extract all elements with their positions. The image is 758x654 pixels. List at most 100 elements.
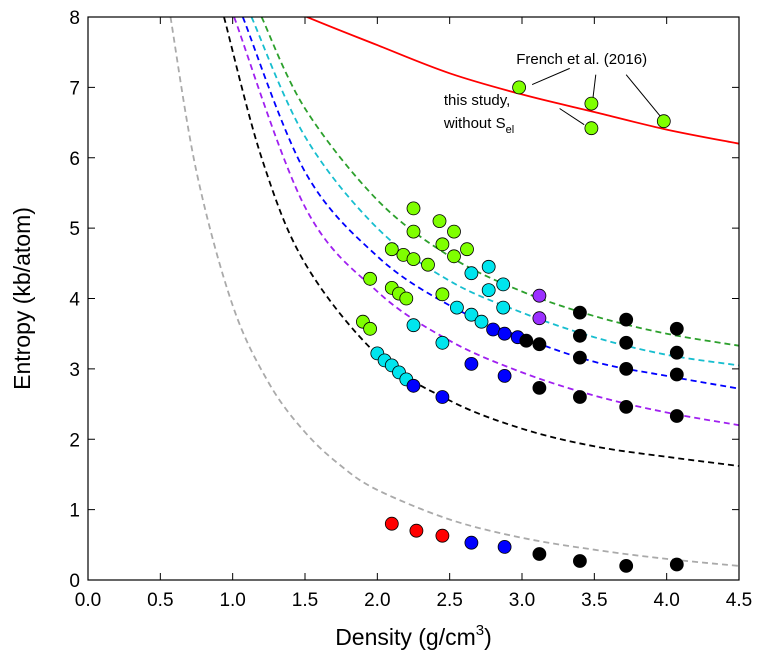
curve-5 — [223, 17, 739, 467]
data-point-3-0 — [406, 378, 421, 393]
plot-frame — [87, 16, 740, 581]
data-point-3-1 — [435, 390, 450, 404]
data-point-0-11 — [421, 257, 435, 272]
data-point-6-3 — [532, 547, 547, 561]
data-point-1-3 — [656, 114, 671, 129]
annotation-without-sel: without Sel — [443, 115, 514, 136]
x-tick-label-8: 4.0 — [653, 590, 679, 611]
data-point-6-4 — [573, 305, 587, 320]
y-tick-label-6: 6 — [69, 149, 80, 170]
annotation-line-2 — [625, 74, 662, 118]
data-point-3-5 — [497, 326, 512, 341]
data-point-1-1 — [584, 96, 599, 111]
data-point-0-10 — [406, 201, 421, 216]
annotation-line-3 — [559, 108, 585, 126]
data-point-4-1 — [532, 311, 547, 326]
annotation-this-study: this study, — [444, 92, 510, 109]
x-axis-label-superscript: 3 — [476, 622, 484, 639]
x-axis-label-main: Density (g/cm — [335, 624, 476, 650]
data-point-6-7 — [573, 390, 587, 404]
x-axis-label: Density (g/cm3) — [335, 622, 492, 650]
x-tick-label-6: 3.0 — [509, 590, 535, 611]
x-axis-label-end: ) — [484, 624, 492, 650]
data-point-4-0 — [532, 288, 547, 303]
curve-6 — [169, 17, 739, 567]
y-tick-label-7: 7 — [69, 78, 80, 99]
y-tick-label-5: 5 — [69, 219, 80, 240]
data-point-6-9 — [619, 312, 634, 327]
annotation-french: French et al. (2016) — [516, 51, 647, 68]
data-point-1-0 — [512, 80, 526, 95]
data-point-2-13 — [496, 300, 511, 315]
data-point-1-2 — [584, 121, 599, 136]
data-point-0-13 — [435, 237, 450, 252]
data-point-0-2 — [363, 271, 378, 286]
x-tick-label-0: 0.0 — [75, 590, 101, 611]
data-point-3-4 — [486, 322, 501, 337]
curve-2 — [250, 17, 739, 367]
data-point-6-8 — [573, 554, 587, 568]
data-point-6-5 — [573, 328, 587, 343]
annotation-without-s: without S — [443, 115, 506, 132]
data-point-3-2 — [464, 356, 479, 371]
data-point-6-0 — [519, 333, 534, 348]
data-point-6-16 — [669, 367, 684, 382]
curve-0 — [304, 17, 739, 145]
data-point-0-15 — [447, 224, 461, 239]
annotation-line-0 — [531, 67, 570, 86]
y-tick-label-2: 2 — [69, 430, 80, 451]
data-point-0-14 — [435, 287, 450, 302]
data-point-5-2 — [435, 528, 450, 543]
data-point-6-11 — [619, 361, 634, 376]
data-point-6-15 — [669, 345, 684, 360]
data-point-6-1 — [532, 337, 547, 352]
data-point-0-9 — [406, 224, 421, 239]
data-point-0-1 — [363, 321, 378, 336]
curve-4 — [233, 17, 739, 427]
y-tick-label-3: 3 — [69, 360, 80, 381]
data-point-3-6 — [497, 368, 512, 383]
data-point-5-0 — [384, 516, 399, 531]
y-tick-label-4: 4 — [69, 290, 80, 311]
data-point-3-3 — [464, 535, 479, 550]
annotation-line-1 — [592, 74, 597, 99]
axis-ticks: 0.0 0.5 1.0 1.5 2.0 2.5 3.0 3.5 4.0 4.5 0 1 2 3 4 5 6 7 8 — [69, 8, 752, 611]
y-tick-label-1: 1 — [69, 501, 80, 522]
data-point-2-11 — [481, 283, 496, 298]
data-point-0-16 — [447, 249, 461, 264]
data-point-2-5 — [406, 318, 421, 333]
data-point-2-10 — [474, 314, 489, 329]
data-point-6-14 — [669, 321, 684, 336]
x-tick-label-2: 1.0 — [219, 590, 245, 611]
data-point-0-12 — [432, 214, 447, 229]
annotation-leader-lines — [531, 67, 662, 126]
y-tick-label-0: 0 — [69, 571, 80, 592]
x-tick-label-7: 3.5 — [581, 590, 607, 611]
data-point-2-7 — [449, 300, 464, 315]
data-point-2-12 — [481, 259, 496, 274]
data-point-6-10 — [619, 335, 634, 350]
data-point-6-12 — [619, 399, 634, 414]
data-point-5-1 — [409, 523, 424, 538]
data-point-6-13 — [619, 559, 634, 573]
data-point-2-14 — [496, 277, 511, 292]
model-curves — [169, 17, 739, 567]
data-points — [355, 80, 684, 573]
data-point-6-18 — [669, 557, 684, 572]
curve-1 — [260, 17, 739, 347]
x-tick-label-5: 2.5 — [436, 590, 462, 611]
data-point-3-7 — [497, 540, 512, 554]
data-point-2-6 — [435, 335, 450, 350]
data-point-6-17 — [669, 409, 684, 423]
y-tick-label-8: 8 — [69, 8, 80, 29]
data-point-0-3 — [384, 242, 399, 257]
data-point-2-8 — [464, 307, 479, 322]
data-point-6-2 — [532, 380, 547, 395]
data-point-0-6 — [399, 291, 414, 306]
y-axis-label: Entropy (kb/atom) — [9, 207, 35, 390]
x-tick-label-1: 0.5 — [147, 590, 173, 611]
x-tick-label-3: 1.5 — [292, 590, 318, 611]
data-point-2-9 — [464, 266, 479, 281]
x-tick-label-4: 2.0 — [364, 590, 390, 611]
